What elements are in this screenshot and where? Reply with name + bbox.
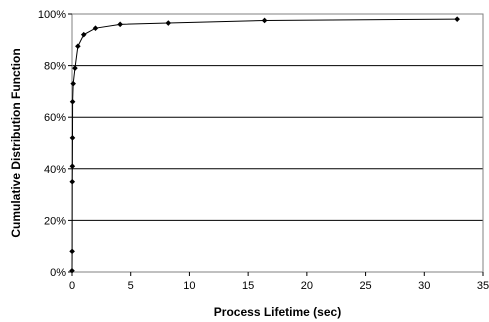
y-axis-title: Cumulative Distribution Function <box>9 48 23 237</box>
data-point-marker <box>165 20 172 26</box>
data-point-marker <box>69 135 76 141</box>
cdf-series-line <box>71 18 458 271</box>
y-axis-ticks: 0% 20% 40% 60% 80% 100% <box>38 9 72 279</box>
data-point-marker <box>69 178 76 185</box>
x-axis-ticks: 0 5 10 15 20 25 30 35 <box>69 272 489 292</box>
x-tick-label: 10 <box>183 280 195 292</box>
x-tick-label: 5 <box>128 280 134 292</box>
data-point-marker <box>69 248 75 255</box>
data-point-marker <box>70 80 76 87</box>
cdf-series-points <box>69 16 460 274</box>
y-tick-label: 0% <box>50 267 66 279</box>
y-tick-label: 60% <box>44 112 66 124</box>
x-axis-title: Process Lifetime (sec) <box>214 305 341 319</box>
data-point-marker <box>261 17 268 24</box>
y-tick-label: 20% <box>44 215 66 227</box>
x-tick-label: 20 <box>301 280 313 292</box>
x-tick-label: 30 <box>418 280 430 292</box>
y-tick-label: 100% <box>38 9 66 21</box>
data-point-marker <box>117 21 123 28</box>
x-tick-label: 35 <box>477 280 489 292</box>
data-point-marker <box>92 25 99 31</box>
x-tick-label: 0 <box>69 280 75 292</box>
gridlines <box>72 65 483 221</box>
y-tick-label: 80% <box>44 61 66 73</box>
data-point-marker <box>75 43 81 50</box>
data-point-marker <box>69 98 76 105</box>
plot-area-border <box>71 13 484 273</box>
x-tick-label: 15 <box>242 280 254 292</box>
data-point-marker <box>69 163 76 170</box>
data-point-marker <box>69 267 75 274</box>
x-tick-label: 25 <box>359 280 371 292</box>
y-tick-label: 40% <box>44 164 66 176</box>
data-point-marker <box>454 16 460 22</box>
data-point-marker <box>72 65 78 71</box>
data-point-marker <box>80 31 87 38</box>
